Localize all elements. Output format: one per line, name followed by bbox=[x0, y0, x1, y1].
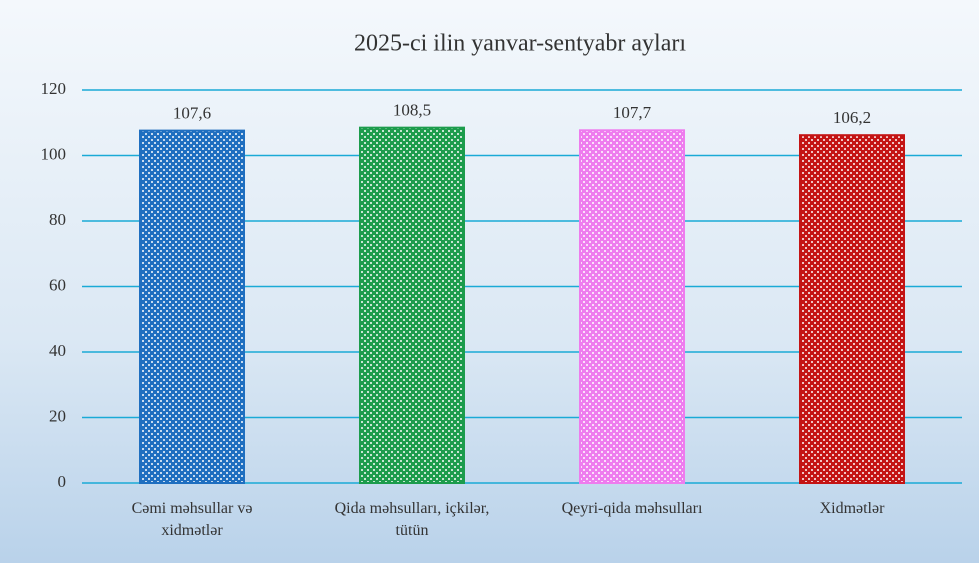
bar bbox=[799, 134, 905, 484]
y-tick-label: 120 bbox=[41, 79, 67, 98]
x-tick-label: Xidmətlər bbox=[819, 500, 885, 517]
x-tick-label: Qeyri-qida məhsulları bbox=[561, 500, 703, 517]
y-tick-label: 100 bbox=[41, 144, 67, 163]
y-tick-label: 80 bbox=[49, 210, 66, 229]
x-tick-label: Qida məhsulları, içkilər, tütün bbox=[334, 500, 490, 539]
bar bbox=[139, 129, 245, 485]
bar bbox=[359, 126, 465, 484]
bar bbox=[579, 129, 685, 484]
chart-title: 2025-ci ilin yanvar-sentyabr ayları bbox=[354, 31, 686, 57]
data-label: 106,2 bbox=[833, 108, 871, 127]
y-tick-label: 20 bbox=[49, 406, 66, 425]
data-label: 107,7 bbox=[613, 103, 652, 122]
data-label: 107,6 bbox=[173, 104, 211, 123]
y-tick-label: 60 bbox=[49, 275, 66, 294]
data-label: 108,5 bbox=[393, 101, 431, 120]
y-tick-label: 0 bbox=[58, 472, 67, 491]
y-tick-label: 40 bbox=[49, 341, 66, 360]
x-tick-label: Cəmi məhsullar və xidmətlər bbox=[131, 500, 253, 539]
